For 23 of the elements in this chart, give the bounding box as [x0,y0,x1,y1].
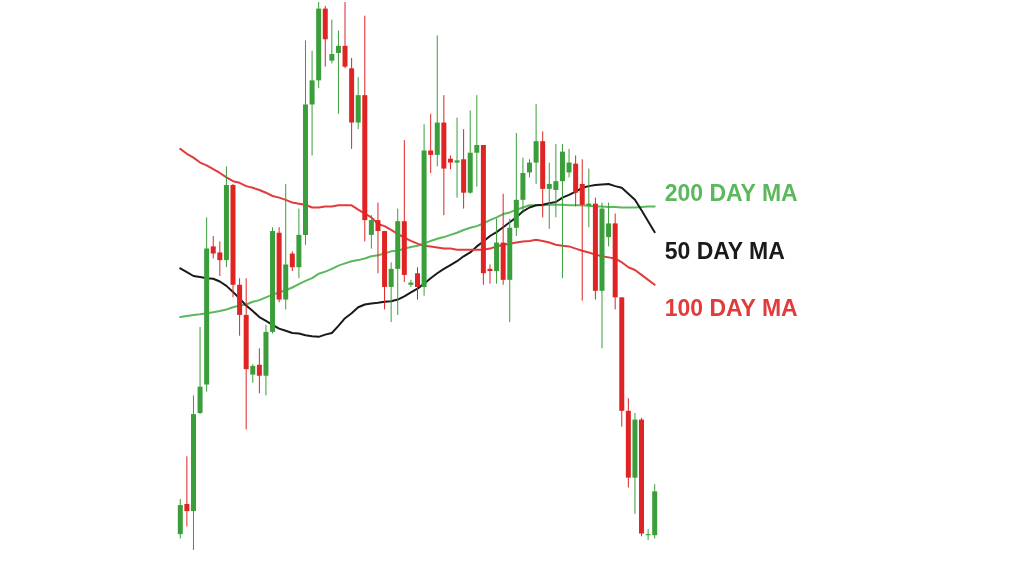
series-label: 100 DAY MA [664,294,798,321]
candlestick [368,214,374,250]
candlestick [335,30,341,115]
candlestick [342,1,348,69]
candlestick [428,113,434,174]
series-label: 50 DAY MA [664,238,785,265]
candlestick [566,148,572,178]
series-label: 200 DAY MA [664,180,798,207]
candlestick [184,455,190,527]
candlestick [388,261,394,323]
candlestick [375,202,381,274]
candlestick [606,202,612,247]
candlestick [256,347,262,394]
candlestick [533,103,539,185]
candlestick [579,158,585,302]
candlestick [289,250,295,272]
candlestick [415,266,420,301]
candlestick [474,94,480,188]
candlestick [329,19,335,64]
candlestick [408,279,414,288]
candlestick [454,117,460,199]
candlestick [250,363,256,384]
candlestick [527,158,533,178]
